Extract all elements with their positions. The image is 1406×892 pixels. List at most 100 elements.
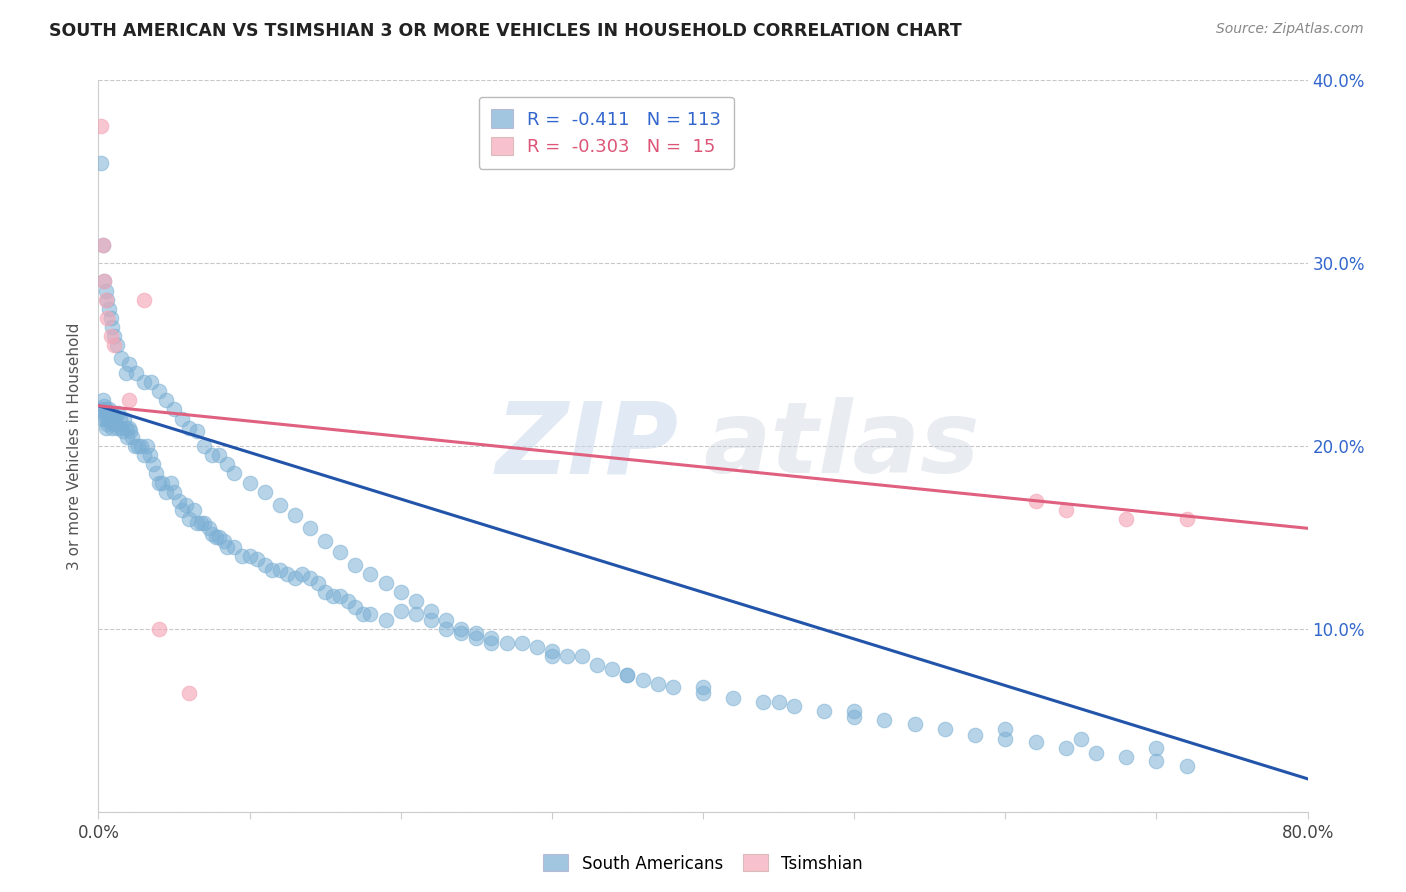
Point	[93, 406, 115, 420]
Point	[555, 649, 578, 664]
Point	[94, 284, 117, 298]
Point	[602, 662, 624, 676]
Point	[96, 293, 118, 307]
Point	[783, 698, 806, 713]
Point	[201, 526, 224, 541]
Point	[186, 425, 208, 439]
Point	[139, 448, 162, 462]
Point	[107, 406, 129, 420]
Point	[91, 411, 114, 425]
Point	[1115, 749, 1137, 764]
Point	[224, 467, 246, 481]
Point	[420, 613, 443, 627]
Point	[1070, 731, 1092, 746]
Point	[965, 728, 987, 742]
Point	[94, 421, 117, 435]
Point	[1054, 740, 1077, 755]
Point	[183, 503, 205, 517]
Point	[110, 351, 132, 366]
Point	[344, 599, 367, 614]
Point	[118, 421, 141, 435]
Point	[150, 475, 173, 490]
Point	[495, 636, 517, 650]
Point	[352, 607, 374, 622]
Point	[118, 393, 141, 408]
Point	[1175, 512, 1198, 526]
Point	[103, 417, 125, 431]
Point	[405, 594, 427, 608]
Point	[148, 475, 170, 490]
Point	[103, 329, 125, 343]
Point	[269, 498, 291, 512]
Point	[94, 411, 117, 425]
Point	[197, 521, 219, 535]
Point	[205, 530, 228, 544]
Point	[481, 631, 503, 645]
Point	[155, 484, 177, 499]
Point	[167, 494, 190, 508]
Point	[132, 293, 155, 307]
Point	[110, 421, 132, 435]
Point	[91, 393, 114, 408]
Point	[246, 552, 269, 566]
Point	[253, 484, 276, 499]
Point	[100, 415, 122, 429]
Point	[94, 293, 117, 307]
Point	[148, 384, 170, 398]
Text: Source: ZipAtlas.com: Source: ZipAtlas.com	[1216, 22, 1364, 37]
Point	[336, 594, 359, 608]
Point	[314, 534, 336, 549]
Point	[141, 375, 163, 389]
Point	[100, 329, 122, 343]
Point	[125, 366, 148, 380]
Point	[314, 585, 336, 599]
Point	[389, 603, 412, 617]
Point	[112, 411, 135, 425]
Point	[276, 567, 298, 582]
Point	[329, 589, 352, 603]
Point	[179, 512, 201, 526]
Point	[215, 457, 238, 471]
Point	[142, 457, 165, 471]
Point	[571, 649, 593, 664]
Point	[135, 439, 157, 453]
Point	[179, 686, 201, 700]
Point	[132, 375, 155, 389]
Point	[100, 411, 122, 425]
Point	[873, 714, 896, 728]
Point	[647, 676, 669, 690]
Point	[586, 658, 609, 673]
Point	[389, 585, 412, 599]
Legend: South Americans, Tsimshian: South Americans, Tsimshian	[537, 847, 869, 880]
Point	[904, 717, 927, 731]
Point	[160, 475, 183, 490]
Point	[374, 576, 396, 591]
Point	[98, 411, 121, 425]
Point	[115, 430, 138, 444]
Point	[121, 430, 143, 444]
Point	[299, 521, 322, 535]
Point	[269, 563, 291, 577]
Point	[114, 421, 136, 435]
Point	[481, 636, 503, 650]
Point	[450, 625, 472, 640]
Point	[193, 516, 215, 530]
Point	[813, 704, 835, 718]
Point	[127, 439, 149, 453]
Point	[616, 667, 638, 681]
Point	[174, 498, 197, 512]
Point	[284, 571, 307, 585]
Point	[190, 516, 212, 530]
Point	[118, 357, 141, 371]
Point	[540, 649, 562, 664]
Point	[616, 667, 638, 681]
Point	[360, 567, 382, 582]
Point	[114, 366, 136, 380]
Text: SOUTH AMERICAN VS TSIMSHIAN 3 OR MORE VEHICLES IN HOUSEHOLD CORRELATION CHART: SOUTH AMERICAN VS TSIMSHIAN 3 OR MORE VE…	[49, 22, 962, 40]
Point	[170, 411, 193, 425]
Point	[1175, 759, 1198, 773]
Point	[239, 475, 262, 490]
Point	[90, 402, 112, 417]
Point	[692, 686, 714, 700]
Point	[148, 622, 170, 636]
